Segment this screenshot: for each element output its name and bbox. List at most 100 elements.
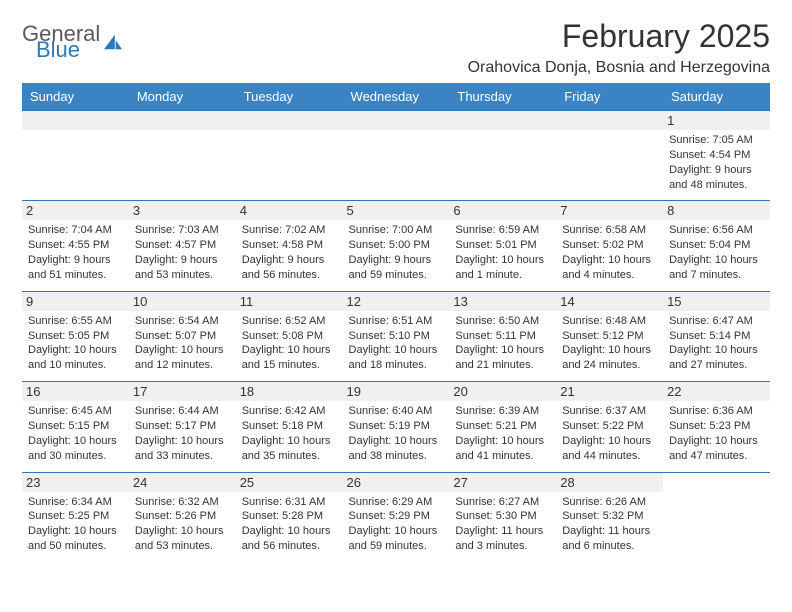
day-number: 10 (129, 292, 236, 311)
sunrise-text: Sunrise: 6:44 AM (135, 404, 230, 419)
sunrise-text: Sunrise: 6:26 AM (562, 495, 657, 510)
day-number: 4 (236, 201, 343, 220)
daylight-line2: and 18 minutes. (349, 358, 444, 373)
day-number: 5 (343, 201, 450, 220)
daylight-line1: Daylight: 10 hours (562, 434, 657, 449)
day-cell: 2Sunrise: 7:04 AMSunset: 4:55 PMDaylight… (22, 201, 129, 291)
day-cell: 5Sunrise: 7:00 AMSunset: 5:00 PMDaylight… (343, 201, 450, 291)
day-cell (663, 472, 770, 562)
daylight-line2: and 27 minutes. (669, 358, 764, 373)
sunrise-text: Sunrise: 6:59 AM (455, 223, 550, 238)
sunrise-text: Sunrise: 6:54 AM (135, 314, 230, 329)
daylight-line1: Daylight: 10 hours (455, 253, 550, 268)
day-info: Sunrise: 6:58 AMSunset: 5:02 PMDaylight:… (562, 223, 657, 282)
sunset-text: Sunset: 4:55 PM (28, 238, 123, 253)
day-number: 18 (236, 382, 343, 401)
daylight-line2: and 7 minutes. (669, 268, 764, 283)
day-info: Sunrise: 6:36 AMSunset: 5:23 PMDaylight:… (669, 404, 764, 463)
day-cell: 7Sunrise: 6:58 AMSunset: 5:02 PMDaylight… (556, 201, 663, 291)
logo-text-blue: Blue (36, 40, 100, 60)
daylight-line1: Daylight: 10 hours (242, 343, 337, 358)
day-number: 24 (129, 473, 236, 492)
day-info: Sunrise: 6:50 AMSunset: 5:11 PMDaylight:… (455, 314, 550, 373)
day-cell: 27Sunrise: 6:27 AMSunset: 5:30 PMDayligh… (449, 472, 556, 562)
location-subtitle: Orahovica Donja, Bosnia and Herzegovina (468, 59, 770, 77)
day-info: Sunrise: 6:54 AMSunset: 5:07 PMDaylight:… (135, 314, 230, 373)
daylight-line2: and 33 minutes. (135, 449, 230, 464)
sunrise-text: Sunrise: 6:34 AM (28, 495, 123, 510)
day-info: Sunrise: 6:40 AMSunset: 5:19 PMDaylight:… (349, 404, 444, 463)
day-number: 21 (556, 382, 663, 401)
day-number: 17 (129, 382, 236, 401)
day-info: Sunrise: 7:02 AMSunset: 4:58 PMDaylight:… (242, 223, 337, 282)
day-cell: 8Sunrise: 6:56 AMSunset: 5:04 PMDaylight… (663, 201, 770, 291)
daylight-line2: and 59 minutes. (349, 268, 444, 283)
day-number: 27 (449, 473, 556, 492)
daylight-line1: Daylight: 10 hours (562, 253, 657, 268)
day-number: 1 (663, 111, 770, 130)
day-info: Sunrise: 6:26 AMSunset: 5:32 PMDaylight:… (562, 495, 657, 554)
daylight-line2: and 6 minutes. (562, 539, 657, 554)
day-number: 19 (343, 382, 450, 401)
daylight-line2: and 56 minutes. (242, 268, 337, 283)
calendar-table: Sunday Monday Tuesday Wednesday Thursday… (22, 83, 770, 562)
sunset-text: Sunset: 5:14 PM (669, 329, 764, 344)
daylight-line2: and 44 minutes. (562, 449, 657, 464)
sunrise-text: Sunrise: 6:52 AM (242, 314, 337, 329)
sunrise-text: Sunrise: 6:48 AM (562, 314, 657, 329)
day-number: 12 (343, 292, 450, 311)
sunrise-text: Sunrise: 6:45 AM (28, 404, 123, 419)
day-number: 15 (663, 292, 770, 311)
day-number: 23 (22, 473, 129, 492)
sunset-text: Sunset: 4:58 PM (242, 238, 337, 253)
week-row: 2Sunrise: 7:04 AMSunset: 4:55 PMDaylight… (22, 201, 770, 291)
day-cell: 14Sunrise: 6:48 AMSunset: 5:12 PMDayligh… (556, 291, 663, 381)
day-number: 8 (663, 201, 770, 220)
daylight-line2: and 12 minutes. (135, 358, 230, 373)
daylight-line1: Daylight: 9 hours (669, 163, 764, 178)
day-info: Sunrise: 6:44 AMSunset: 5:17 PMDaylight:… (135, 404, 230, 463)
day-cell: 3Sunrise: 7:03 AMSunset: 4:57 PMDaylight… (129, 201, 236, 291)
empty-day-header (556, 111, 663, 130)
day-info: Sunrise: 6:52 AMSunset: 5:08 PMDaylight:… (242, 314, 337, 373)
sunset-text: Sunset: 5:19 PM (349, 419, 444, 434)
day-number: 3 (129, 201, 236, 220)
day-names-row: Sunday Monday Tuesday Wednesday Thursday… (22, 83, 770, 111)
daylight-line2: and 24 minutes. (562, 358, 657, 373)
daylight-line2: and 1 minute. (455, 268, 550, 283)
sunset-text: Sunset: 5:21 PM (455, 419, 550, 434)
daylight-line1: Daylight: 10 hours (135, 343, 230, 358)
week-row: 16Sunrise: 6:45 AMSunset: 5:15 PMDayligh… (22, 382, 770, 472)
sunset-text: Sunset: 4:57 PM (135, 238, 230, 253)
day-number: 20 (449, 382, 556, 401)
sunset-text: Sunset: 5:29 PM (349, 509, 444, 524)
sunset-text: Sunset: 5:12 PM (562, 329, 657, 344)
daylight-line1: Daylight: 9 hours (28, 253, 123, 268)
day-cell: 4 Sunrise: 7:02 AMSunset: 4:58 PMDaylight… (236, 201, 343, 291)
day-cell: 18Sunrise: 6:42 AMSunset: 5:18 PMDayligh… (236, 382, 343, 472)
daylight-line2: and 10 minutes. (28, 358, 123, 373)
sunset-text: Sunset: 5:04 PM (669, 238, 764, 253)
dayname-mon: Monday (129, 83, 236, 111)
empty-day-header (22, 111, 129, 130)
day-cell: 26Sunrise: 6:29 AMSunset: 5:29 PMDayligh… (343, 472, 450, 562)
sunset-text: Sunset: 5:32 PM (562, 509, 657, 524)
daylight-line2: and 48 minutes. (669, 178, 764, 193)
month-title: February 2025 (468, 18, 770, 55)
day-info: Sunrise: 7:05 AMSunset: 4:54 PMDaylight:… (669, 133, 764, 192)
title-block: February 2025 Orahovica Donja, Bosnia an… (468, 18, 770, 77)
sunrise-text: Sunrise: 6:39 AM (455, 404, 550, 419)
daylight-line1: Daylight: 10 hours (455, 434, 550, 449)
daylight-line1: Daylight: 10 hours (562, 343, 657, 358)
sunset-text: Sunset: 5:05 PM (28, 329, 123, 344)
dayname-sun: Sunday (22, 83, 129, 111)
daylight-line1: Daylight: 10 hours (28, 434, 123, 449)
sunrise-text: Sunrise: 6:47 AM (669, 314, 764, 329)
daylight-line2: and 35 minutes. (242, 449, 337, 464)
logo: General Blue (22, 24, 124, 60)
sunset-text: Sunset: 5:07 PM (135, 329, 230, 344)
day-info: Sunrise: 6:34 AMSunset: 5:25 PMDaylight:… (28, 495, 123, 554)
day-cell: 12Sunrise: 6:51 AMSunset: 5:10 PMDayligh… (343, 291, 450, 381)
sunrise-text: Sunrise: 7:00 AM (349, 223, 444, 238)
empty-day-header (236, 111, 343, 130)
